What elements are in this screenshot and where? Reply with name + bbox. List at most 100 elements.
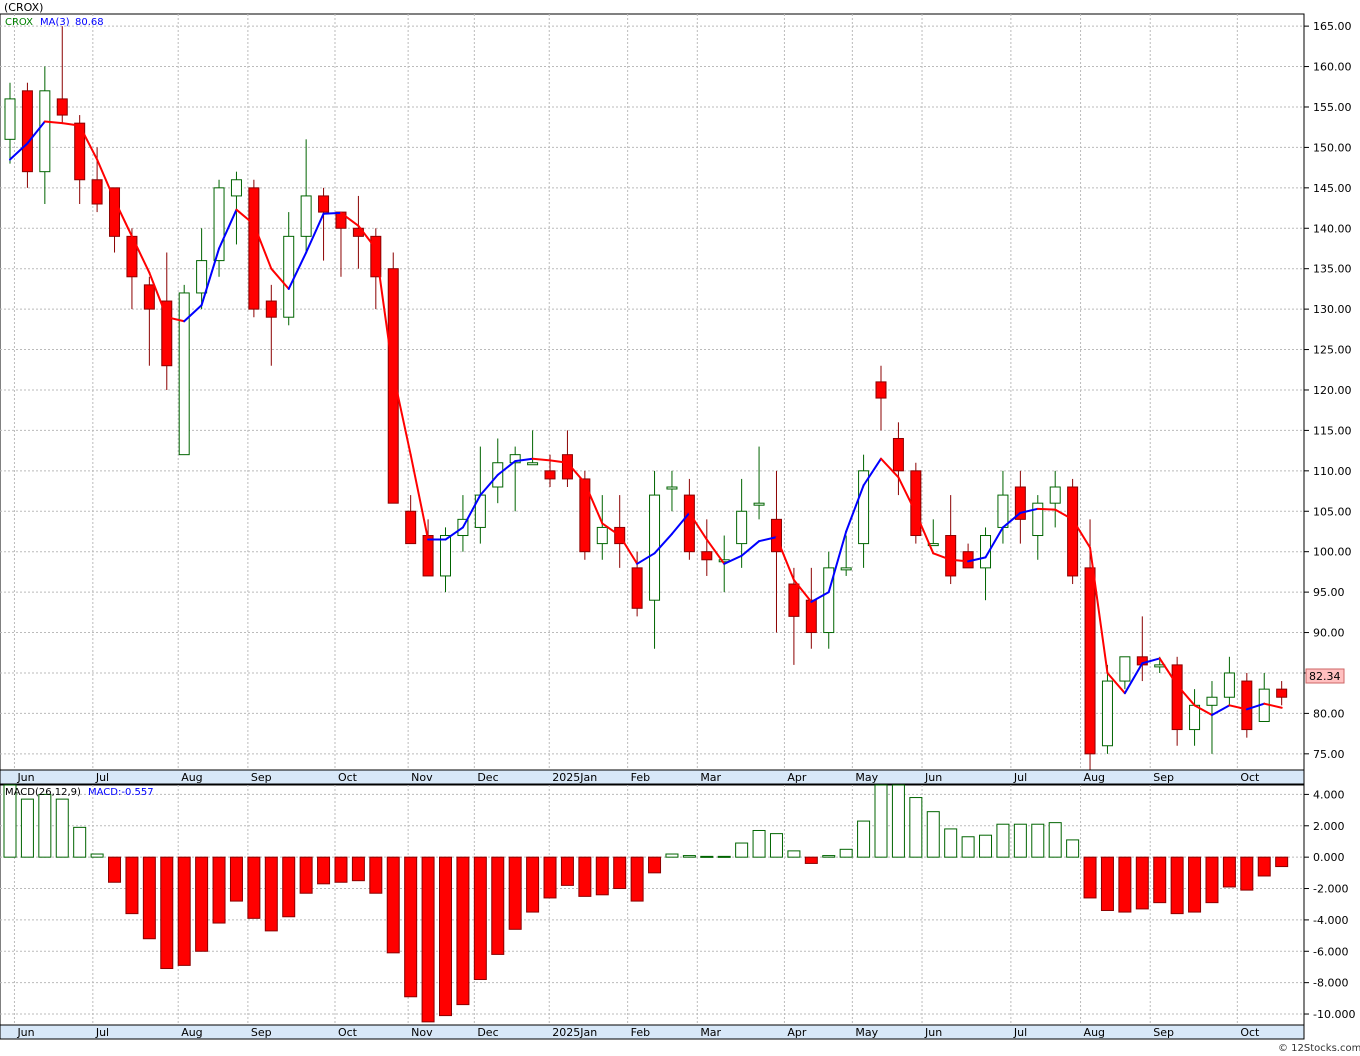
month-label: Aug — [181, 771, 202, 784]
candle-body — [1119, 656, 1131, 682]
candle — [509, 446, 521, 512]
macd-bar — [473, 856, 487, 981]
ma-segment — [218, 208, 238, 250]
candle-body — [213, 187, 225, 262]
macd-bar — [282, 856, 296, 918]
candle-body — [91, 179, 103, 205]
ma-segment — [827, 530, 848, 594]
ma-segment — [479, 473, 499, 497]
candle-body — [910, 470, 922, 537]
candle — [405, 495, 417, 545]
macd-bar — [421, 856, 435, 1023]
candle-body — [405, 510, 417, 545]
ma-segment — [549, 459, 569, 464]
candle-body — [422, 535, 434, 577]
macd-bar — [55, 798, 69, 858]
candle-body — [544, 470, 556, 480]
ma-segment — [810, 591, 830, 603]
candle — [370, 228, 382, 310]
ma-segment — [775, 536, 795, 581]
month-label: Jun — [924, 771, 942, 784]
last-price-text: 82.34 — [1309, 670, 1341, 683]
candle-body — [230, 179, 242, 197]
ma-segment — [1210, 704, 1231, 717]
ma-segment — [113, 198, 133, 238]
ma-segment — [96, 158, 116, 201]
candle — [805, 567, 817, 649]
macd-tick-label: -10.000 — [1313, 1008, 1355, 1021]
month-label: Oct — [1240, 1026, 1260, 1039]
macd-bar — [595, 856, 609, 896]
ma-segment — [252, 223, 273, 270]
macd-bar — [1188, 856, 1202, 913]
macd-bar — [1240, 856, 1254, 891]
month-label: Aug — [181, 1026, 202, 1039]
ma-segment — [1106, 671, 1126, 695]
ma-segment — [409, 453, 430, 541]
price-tick-label: 115.00 — [1313, 424, 1352, 437]
candle — [945, 495, 957, 585]
macd-bar — [578, 856, 592, 897]
ma-segment — [880, 457, 900, 479]
candle — [56, 26, 68, 124]
price-tick-label: 155.00 — [1313, 101, 1352, 114]
candle — [1067, 478, 1079, 585]
candle — [788, 567, 800, 665]
price-panel — [0, 13, 1305, 771]
month-label: Jul — [95, 771, 109, 784]
legend-ma: MA(3) — [40, 17, 70, 28]
candle-body — [701, 551, 713, 561]
price-tick-label: 110.00 — [1313, 465, 1352, 478]
macd-bar — [909, 797, 923, 858]
candle-body — [666, 486, 678, 490]
candle-body — [300, 195, 312, 237]
ma-segment — [705, 538, 726, 565]
candle-body — [21, 90, 33, 173]
ma-segment — [1141, 657, 1161, 665]
ma-segment — [78, 124, 99, 161]
candle-body — [840, 567, 852, 571]
macd-bar — [299, 856, 313, 894]
ma-segment — [1245, 702, 1266, 711]
ma-segment — [792, 578, 813, 603]
ma-segment — [949, 558, 970, 563]
macd-bar — [73, 826, 87, 858]
ma-segment — [601, 522, 621, 537]
candle-body — [1241, 680, 1253, 731]
month-label: 2025Jan — [552, 1026, 597, 1039]
candle-body — [527, 462, 539, 466]
candle — [770, 470, 782, 633]
macd-bar — [752, 829, 766, 858]
candle-body — [370, 235, 382, 278]
candle-body — [683, 494, 695, 553]
ma-segment — [514, 457, 534, 463]
candle — [21, 82, 33, 188]
candle-body — [196, 260, 208, 294]
macd-tick-label: -6.000 — [1313, 945, 1348, 958]
candle — [318, 187, 330, 261]
candle — [161, 252, 173, 390]
candle — [527, 430, 539, 466]
candle-body — [823, 567, 835, 634]
macd-tick-label: -4.000 — [1313, 914, 1348, 927]
candle — [1119, 656, 1131, 690]
candle-body — [649, 494, 661, 601]
candle-body — [875, 381, 887, 399]
macd-bar — [717, 855, 731, 858]
ma-segment — [9, 142, 29, 161]
macd-bar — [543, 856, 557, 899]
price-tick-label: 145.00 — [1313, 182, 1352, 195]
ma-segment — [845, 484, 865, 533]
ma-segment — [862, 457, 882, 487]
ma-segment — [270, 267, 290, 290]
macd-bar — [142, 856, 156, 940]
month-label: Jun — [16, 771, 34, 784]
macd-histogram — [3, 784, 1289, 1023]
month-label: May — [855, 771, 878, 784]
price-tick-label: 80.00 — [1313, 707, 1345, 720]
ma-segment — [148, 271, 168, 319]
candle-body — [579, 478, 591, 553]
candle — [927, 519, 939, 547]
macd-tick-label: 0.000 — [1313, 851, 1345, 864]
macd-bar — [1083, 856, 1097, 899]
